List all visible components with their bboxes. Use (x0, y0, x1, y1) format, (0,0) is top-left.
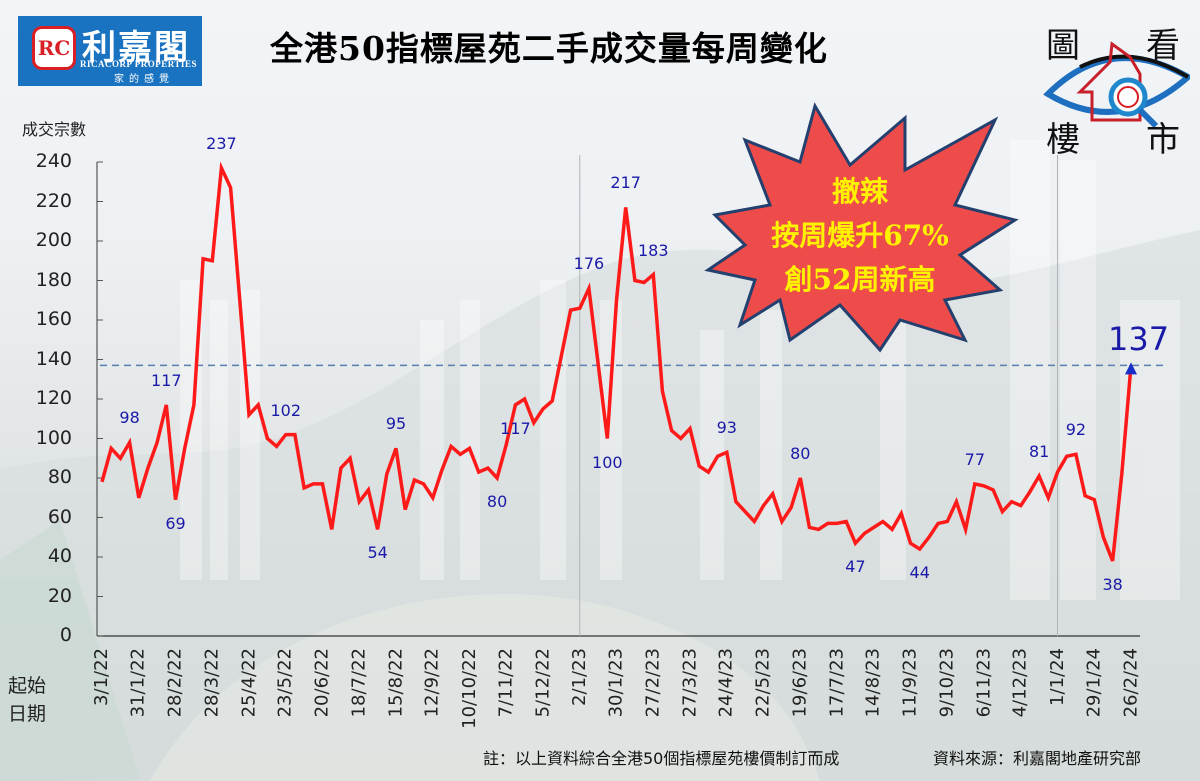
data-point-label: 117 (151, 370, 182, 390)
data-point-label: 237 (206, 133, 237, 153)
y-tick-label: 60 (47, 505, 72, 528)
y-tick-label: 20 (47, 584, 72, 607)
callout-text: 撤辣 按周爆升67% 創52周新高 (730, 170, 990, 302)
data-point-label: 117 (500, 418, 531, 438)
logo-english-name: RICACORP PROPERTIES (80, 59, 197, 69)
logo-slogan: 家的感覺 (114, 74, 174, 85)
data-point-label: 217 (610, 173, 641, 193)
data-point-label: 69 (165, 513, 186, 533)
callout-line2: 按周爆升67% (771, 219, 949, 252)
data-point-label: 80 (486, 492, 508, 511)
data-point-label: 176 (573, 254, 605, 274)
y-tick-label: 180 (35, 268, 72, 291)
y-tick-label: 220 (35, 189, 72, 212)
data-point-label: 47 (845, 557, 866, 577)
view-market-badge: 圖 看 樓 市 (1040, 12, 1190, 162)
data-point-label: 80 (790, 444, 811, 463)
y-tick-label: 80 (47, 466, 72, 488)
data-point-label: 93 (716, 418, 737, 438)
data-point-label: 81 (1028, 442, 1050, 462)
footnote: 註：以上資料綜合全港50個指標屋苑樓價制訂而成 (483, 749, 840, 768)
data-point-label: 77 (964, 449, 985, 469)
arrow-up-icon (1125, 362, 1137, 375)
badge-char-2: 看 (1146, 26, 1180, 66)
x-axis-title-line2: 日期 (8, 703, 47, 725)
data-point-label: 183 (637, 240, 669, 260)
data-point-label: 44 (909, 563, 930, 583)
latest-value-label: 137 (1108, 320, 1170, 358)
data-point-label: 102 (270, 400, 302, 420)
y-tick-label: 160 (35, 308, 72, 330)
y-tick-label: 40 (47, 545, 72, 567)
rc-mark-icon: RC (32, 26, 76, 70)
callout-line1: 撤辣 (831, 175, 888, 208)
y-axis-title: 成交宗數 (22, 120, 87, 139)
y-tick-label: 100 (35, 426, 72, 449)
chart-title: 全港50指標屋苑二手成交量每周變化 (270, 29, 828, 68)
data-point-label: 54 (367, 543, 388, 563)
eye-magnifier-icon (1043, 41, 1190, 129)
y-tick-label: 140 (35, 347, 72, 370)
x-axis-title-line1: 起始 (8, 675, 47, 697)
callout-line3: 創52周新高 (784, 263, 936, 296)
y-tick-label: 120 (35, 387, 72, 409)
ricacorp-logo: RC 利嘉閣 RICACORP PROPERTIES 家的感覺 (18, 16, 202, 86)
series-line (100, 161, 1133, 562)
data-point-label: 98 (119, 408, 140, 428)
badge-char-4: 市 (1146, 120, 1180, 160)
y-tick-label: 200 (35, 229, 72, 251)
data-point-label: 92 (1065, 420, 1087, 440)
y-tick-label: 240 (35, 150, 72, 172)
x-axis-title: 起始 日期 (8, 672, 46, 728)
badge-char-3: 樓 (1046, 120, 1080, 160)
y-tick-label: 0 (59, 624, 72, 646)
data-point-label: 100 (592, 452, 623, 472)
badge-char-1: 圖 (1046, 26, 1080, 66)
data-point-label: 95 (385, 414, 407, 434)
logo-name: 利嘉閣 (82, 28, 190, 68)
data-source: 資料來源：利嘉閣地產研究部 (933, 749, 1142, 768)
data-point-label: 38 (1102, 574, 1123, 594)
